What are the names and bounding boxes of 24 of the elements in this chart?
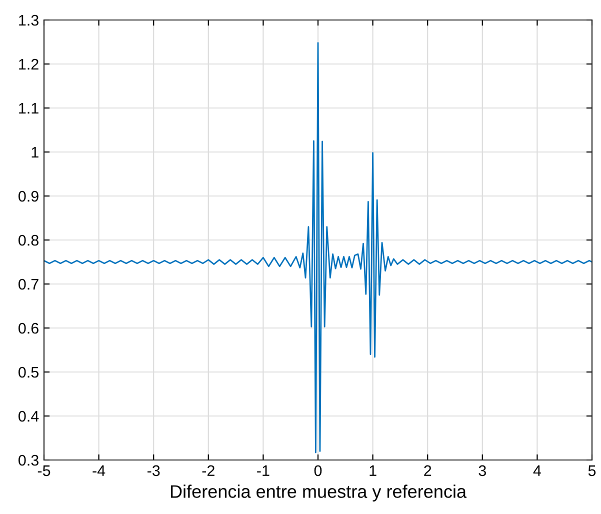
x-tick-label: 2 <box>424 465 432 476</box>
y-tick-label: 0.3 <box>18 454 38 466</box>
y-tick-label: 1.3 <box>19 14 38 26</box>
x-tick-label: -3 <box>147 465 160 476</box>
y-tick-label: 0.6 <box>18 322 38 334</box>
y-tick-label: 1 <box>32 147 38 158</box>
x-tick-label: 5 <box>588 465 596 476</box>
x-tick-label: 3 <box>478 465 486 476</box>
y-tick-label: 1.2 <box>19 58 38 70</box>
x-tick-label: 4 <box>533 465 541 476</box>
x-tick-label: 0 <box>314 465 322 476</box>
x-tick-label: -4 <box>92 465 106 476</box>
x-tick-label: -2 <box>202 465 214 476</box>
line-series <box>44 42 592 454</box>
y-tick-label: 0.5 <box>18 366 38 378</box>
y-tick-label: 1.1 <box>19 103 38 114</box>
x-tick-label: -1 <box>257 465 270 476</box>
y-tick-label: 0.8 <box>18 234 38 246</box>
x-tick-label: -5 <box>38 465 50 476</box>
y-tick-label: 0.9 <box>18 190 38 202</box>
x-axis-title: Diferencia entre muestra y referencia <box>170 484 467 502</box>
y-tick-label: 0.7 <box>18 278 38 290</box>
y-tick-label: 0.4 <box>18 410 39 422</box>
x-tick-label: 1 <box>370 465 376 476</box>
